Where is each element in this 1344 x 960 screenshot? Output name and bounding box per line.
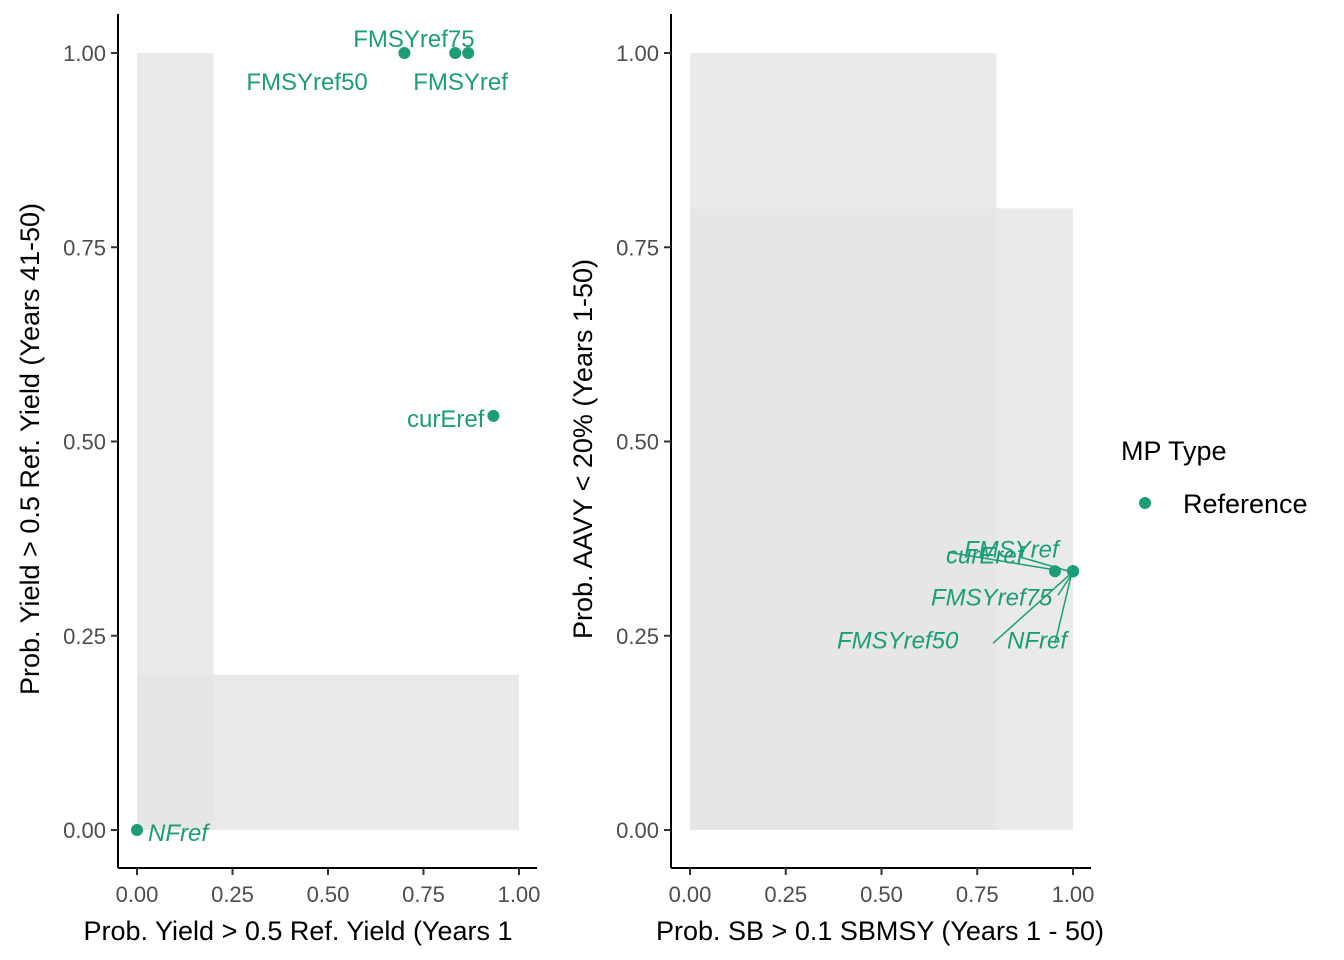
- label-connector: [992, 574, 1070, 644]
- x-tick-label: 0.25: [211, 882, 254, 907]
- y-axis-title: Prob. Yield > 0.5 Ref. Yield (Years 41-5…: [15, 203, 45, 695]
- y-tick-label: 1.00: [616, 41, 659, 66]
- x-tick-label: 0.75: [956, 882, 999, 907]
- x-axis-title: Prob. Yield > 0.5 Ref. Yield (Years 1: [83, 916, 512, 946]
- x-tick-label: 0.75: [402, 882, 445, 907]
- point-label: FMSYref50: [837, 627, 959, 654]
- point-label: FMSYref75: [931, 584, 1053, 611]
- x-tick-label: 0.50: [307, 882, 350, 907]
- legend-title: MP Type: [1121, 436, 1227, 466]
- y-tick-label: 0.50: [616, 430, 659, 455]
- point-label: FMSYref75: [353, 26, 474, 53]
- y-tick-label: 0.00: [616, 818, 659, 843]
- x-tick-label: 0.50: [860, 882, 903, 907]
- x-tick-label: 0.25: [764, 882, 807, 907]
- data-point: [398, 47, 411, 59]
- y-tick-label: 0.75: [616, 235, 659, 260]
- label-connector: [1020, 556, 1070, 572]
- label-connector: [1054, 576, 1072, 644]
- right-panel: 0.00 0.25 0.50 0.75 1.00 0.00 0.25 0.50 0.75 1.00…: [568, 14, 1104, 946]
- data-point: [449, 47, 462, 59]
- legend-key-reference: [1139, 497, 1151, 509]
- point-label: FMSYref: [413, 69, 508, 96]
- y-tick-label: 0.50: [63, 430, 106, 455]
- legend-label-reference: Reference: [1183, 489, 1308, 519]
- point-label: curEref: [946, 542, 1026, 569]
- y-tick-label: 0.00: [63, 818, 106, 843]
- data-point: [131, 824, 143, 836]
- y-tick-label: 0.25: [63, 624, 106, 649]
- left-panel: 0.00 0.25 0.50 0.75 1.00 0.00 0.25 0.50 0.75 1.00…: [15, 14, 540, 946]
- x-tick-label: 0.00: [669, 882, 712, 907]
- y-tick-label: 0.25: [616, 624, 659, 649]
- point-label: NFref: [1007, 627, 1069, 654]
- point-label: NFref: [148, 820, 210, 847]
- shaded-region-1: [137, 674, 519, 830]
- y-tick-label: 0.75: [63, 235, 106, 260]
- data-point: [487, 409, 500, 422]
- label-connector: [947, 551, 1052, 570]
- label-connector: [1057, 574, 1072, 596]
- y-tick-label: 1.00: [63, 41, 106, 66]
- x-tick-label: 1.00: [498, 882, 541, 907]
- data-point: [1067, 565, 1079, 578]
- y-axis-title: Prob. AAVY < 20% (Years 1-50): [568, 259, 598, 639]
- point-label: curEref: [407, 406, 485, 433]
- shaded-region-1: [690, 208, 1073, 830]
- x-axis-title: Prob. SB > 0.1 SBMSY (Years 1 - 50): [656, 916, 1104, 946]
- point-label: FMSYref: [964, 536, 1061, 563]
- point-label: FMSYref50: [246, 69, 367, 96]
- data-point: [462, 47, 475, 59]
- x-tick-label: 1.00: [1052, 882, 1095, 907]
- legend: MP Type Reference: [1121, 436, 1308, 519]
- x-tick-label: 0.00: [116, 882, 159, 907]
